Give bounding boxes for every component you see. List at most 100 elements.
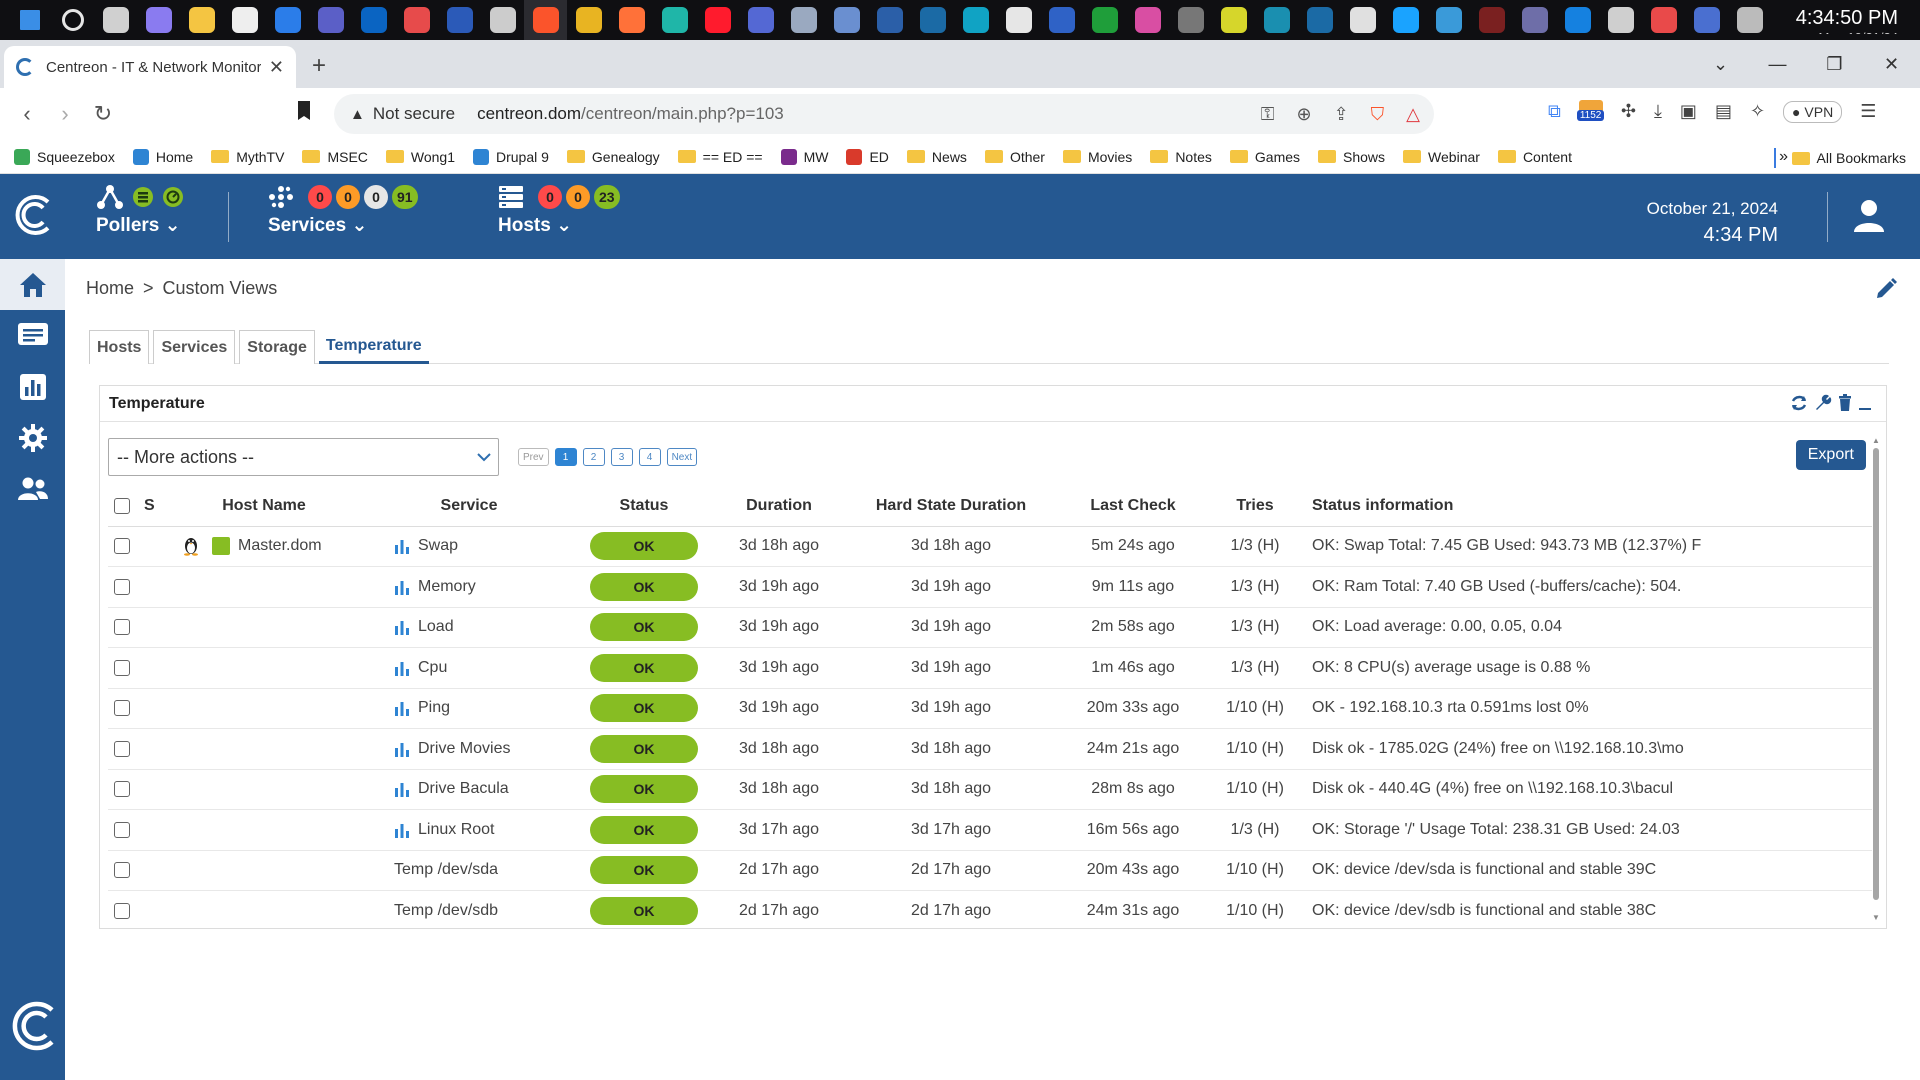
app-blue-icon[interactable] [739,0,782,40]
hosts-unreachable-count[interactable]: 0 [566,185,590,209]
remote-desktop-icon[interactable] [825,0,868,40]
col-header-tries[interactable]: Tries [1208,486,1302,527]
sidebar-item-monitoring[interactable] [0,310,65,361]
monitor-icon[interactable] [782,0,825,40]
firefox-icon[interactable] [610,0,653,40]
more-actions-select[interactable]: -- More actions -- [108,438,499,476]
minimize-widget-icon[interactable] [1858,394,1872,412]
chrome-icon[interactable] [567,0,610,40]
services-warning-count[interactable]: 0 [336,185,360,209]
service-name-link[interactable]: Memory [418,577,476,595]
table-row[interactable]: Drive Bacula OK 3d 18h ago 3d 18h ago 28m 8s… [108,769,1872,810]
performance-graph-icon[interactable] [394,741,410,757]
brave-rewards-icon[interactable]: △ [1406,103,1420,124]
col-header-last-check[interactable]: Last Check [1058,486,1208,527]
tab-search-icon[interactable]: ⌄ [1712,53,1729,74]
hosts-up-count[interactable]: 23 [594,185,620,209]
sidebar-item-configuration[interactable] [0,412,65,463]
close-tab-icon[interactable]: ✕ [268,56,284,77]
row-checkbox[interactable] [114,538,130,555]
steam2-icon[interactable] [1298,0,1341,40]
pager-page-2[interactable]: 2 [582,448,605,466]
minimize-icon[interactable]: — [1768,53,1787,74]
sidebar-item-reporting[interactable] [0,361,65,412]
performance-graph-icon[interactable] [394,619,410,636]
sidebar-item-home[interactable] [0,259,65,310]
row-checkbox[interactable] [114,659,130,676]
scrollbar-thumb[interactable] [1873,448,1879,900]
reload-icon[interactable]: ↻ [93,101,113,126]
restore-icon[interactable]: ❐ [1826,53,1843,74]
settings-icon[interactable] [1341,0,1384,40]
outlook-icon[interactable] [352,0,395,40]
table-row[interactable]: Master.dom Swap OK 3d 18h ago 3d 18h ago 5m 2… [108,526,1872,567]
all-bookmarks-folder[interactable]: All Bookmarks [1773,148,1906,168]
bookmark-item[interactable]: == ED == [677,149,763,165]
bookmark-item[interactable]: MW [780,148,828,165]
col-header-duration[interactable]: Duration [714,486,844,527]
pager-page-1[interactable]: 1 [554,448,577,466]
leo-ai-icon[interactable]: ✧ [1749,101,1766,121]
windows-start-icon[interactable] [8,0,51,40]
password-key-icon[interactable]: ⚿ [1260,103,1275,124]
vmware-icon[interactable] [997,0,1040,40]
extension-badge-icon[interactable]: 1152 [1576,100,1605,123]
app-cyan-icon[interactable] [954,0,997,40]
zoom-icon[interactable]: ⊕ [1296,103,1312,124]
hd-app-icon[interactable] [1083,0,1126,40]
bookmark-item[interactable]: Webinar [1403,149,1480,165]
breadcrumb-current[interactable]: Custom Views [162,278,278,298]
col-header-host-name[interactable]: Host Name [164,486,364,527]
bookmark-item[interactable]: News [906,149,967,165]
services-menu[interactable]: 0 0 0 91 Services ⌄ [268,184,418,237]
col-header-status[interactable]: Status [574,486,714,527]
service-name-link[interactable]: Load [418,618,454,636]
col-header-s[interactable]: S [134,486,164,527]
services-ok-count[interactable]: 91 [392,185,418,209]
performance-graph-icon[interactable] [394,781,410,798]
vpn-button[interactable]: ● VPN [1783,100,1843,123]
app-x-icon[interactable] [1599,0,1642,40]
app-tray-icon[interactable] [1728,0,1771,40]
app-blue2-icon[interactable] [1556,0,1599,40]
close-window-icon[interactable]: ✕ [1883,53,1900,74]
col-header-hard-state-duration[interactable]: Hard State Duration [844,486,1058,527]
app-c-icon[interactable] [1642,0,1685,40]
service-name-link[interactable]: Temp /dev/sda [394,861,499,879]
translate-extension-icon[interactable]: ⧉ [1548,101,1561,121]
table-row[interactable]: Memory OK 3d 19h ago 3d 19h ago 9m 11s ago 1/… [108,566,1872,608]
performance-graph-icon[interactable] [394,700,410,717]
forward-icon[interactable]: › [61,101,69,126]
app-bar-icon[interactable] [1513,0,1556,40]
row-checkbox[interactable] [114,578,130,595]
col-header-service[interactable]: Service [364,486,574,527]
user-profile-icon[interactable] [1852,198,1886,234]
bookmark-item[interactable]: Games [1229,149,1300,165]
address-bar[interactable]: ▲ Not secure centreon.dom /centreon/main… [334,94,1434,134]
pager-page-3[interactable]: 3 [610,448,633,466]
performance-graph-icon[interactable] [394,822,410,838]
sidebar-toggle-icon[interactable]: ▣ [1679,101,1697,121]
col-header-status-information[interactable]: Status information [1302,486,1872,527]
row-checkbox[interactable] [114,821,130,838]
edit-pencil-icon[interactable] [1874,277,1898,301]
browser-tab[interactable]: Centreon - IT & Network Monitori ✕ [4,46,296,88]
table-row[interactable]: Drive Movies OK 3d 18h ago 3d 18h ago 24m 21… [108,728,1872,770]
extensions-puzzle-icon[interactable]: ✣ [1620,101,1636,121]
scroll-up-icon[interactable]: ▲ [1872,436,1880,445]
services-critical-count[interactable]: 0 [308,185,332,209]
table-row[interactable]: Temp /dev/sda OK 2d 17h ago 2d 17h ago 20m 4… [108,850,1872,891]
wrench-icon[interactable] [1814,394,1832,412]
cortana-ring-icon[interactable] [1384,0,1427,40]
row-checkbox[interactable] [114,619,130,636]
taskbar-clock[interactable]: 4:34:50 PM Mon 10/21/24 [1796,8,1898,34]
row-checkbox[interactable] [114,781,130,798]
app-teal-icon[interactable] [1255,0,1298,40]
table-row[interactable]: Load OK 3d 19h ago 3d 19h ago 2m 58s ago 1/3 … [108,607,1872,648]
edge-icon[interactable] [653,0,696,40]
row-checkbox[interactable] [114,740,130,757]
bookmark-item[interactable]: Movies [1062,149,1132,165]
task-view-icon[interactable] [94,0,137,40]
service-name-link[interactable]: Temp /dev/sdb [394,901,499,919]
service-name-link[interactable]: Drive Movies [418,739,511,757]
